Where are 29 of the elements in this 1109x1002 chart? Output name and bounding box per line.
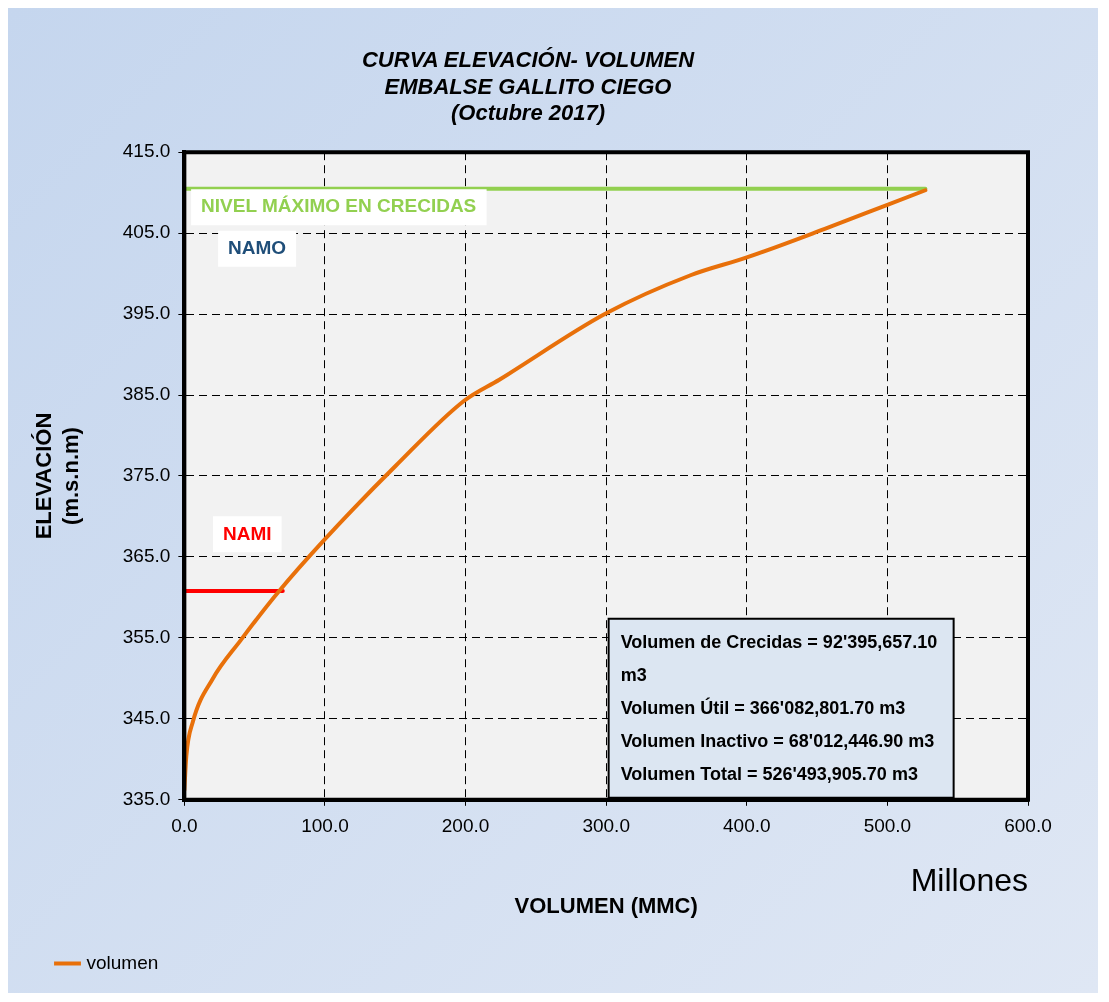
annotation: NAMI [223,522,272,544]
chart-title: CURVA ELEVACIÓN- VOLUMEN [361,47,696,73]
x-tick-label: 500.0 [863,815,912,837]
x-tick-label: 400.0 [723,815,771,837]
annotation: NIVEL MÁXIMO EN CRECIDAS [201,195,477,217]
x-tick-label: 100.0 [301,815,349,837]
y-tick-label: 355.0 [122,626,171,648]
y-tick-label: 335.0 [122,788,171,810]
y-tick-label: 415.0 [122,140,171,162]
y-tick-label: 345.0 [122,707,171,729]
x-tick-label: 200.0 [441,815,490,837]
x-axis-title: VOLUMEN (MMC) [514,892,698,918]
y-tick-label: 375.0 [122,464,171,486]
annotation: NAMO [228,236,287,258]
annotation: Volumen Total = 526'493,905.70 m3 [620,763,918,784]
y-tick-label: 365.0 [122,545,171,567]
text: Millones [910,861,1028,898]
y-axis-title: ELEVACIÓN (m.s.n.m) [31,412,83,540]
annotation: Volumen Útil = 366'082,801.70 m3 [620,696,906,718]
legend-label: volumen [86,951,159,973]
y-tick-label: 405.0 [122,221,171,243]
x-tick-label: 600.0 [1004,815,1052,837]
annotation: Volumen de Crecidas = 92'395,657.10 m3 [620,631,938,685]
x-tick-label: 300.0 [582,815,630,837]
y-tick-label: 395.0 [122,302,171,324]
annotation: Volumen Inactivo = 68'012,446.90 m3 [620,730,935,751]
chart-subtitle: EMBALSE GALLITO CIEGO (Octubre 2017) [384,73,672,126]
x-tick-label: 0.0 [171,815,198,837]
y-tick-label: 385.0 [122,383,171,405]
